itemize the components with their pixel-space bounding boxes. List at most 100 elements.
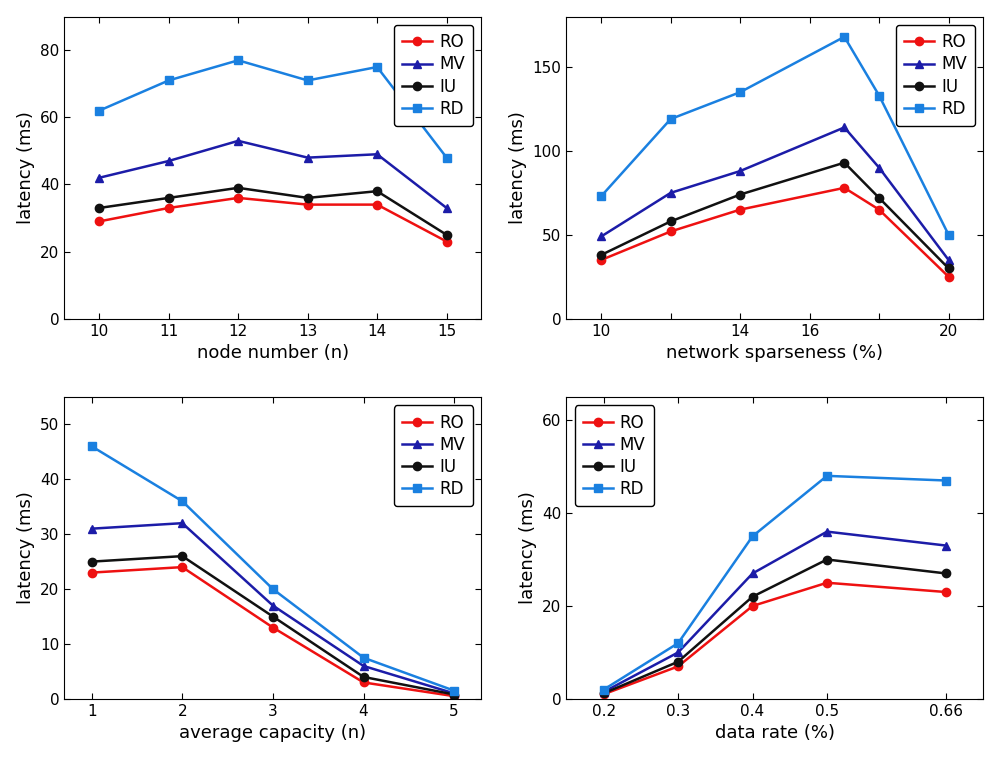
RD [665, 115, 677, 124]
MV [838, 123, 850, 132]
Legend: RO, MV, IU, RD: RO, MV, IU, RD [575, 405, 654, 506]
RO [302, 200, 314, 209]
IU [163, 194, 175, 203]
MV [821, 527, 833, 536]
RD [734, 87, 746, 96]
RO [598, 690, 610, 699]
IU [821, 555, 833, 564]
IU [176, 552, 188, 561]
IU [665, 217, 677, 226]
MV [734, 166, 746, 175]
IU [940, 569, 952, 578]
IU [734, 190, 746, 199]
RD [595, 192, 607, 201]
MV [873, 163, 885, 172]
RO [267, 623, 279, 632]
RD [441, 153, 453, 162]
IU [86, 557, 98, 566]
X-axis label: average capacity (n): average capacity (n) [179, 724, 366, 742]
IU [595, 250, 607, 260]
Line: MV: MV [95, 137, 451, 212]
RO [873, 205, 885, 214]
MV [302, 153, 314, 162]
IU [232, 183, 244, 192]
IU [358, 672, 370, 682]
Y-axis label: latency (ms): latency (ms) [509, 112, 527, 224]
X-axis label: network sparseness (%): network sparseness (%) [666, 344, 883, 362]
Line: RD: RD [95, 56, 451, 162]
Line: RO: RO [599, 578, 950, 698]
MV [665, 188, 677, 197]
RO [163, 203, 175, 213]
RO [358, 678, 370, 687]
Line: RO: RO [95, 194, 451, 246]
Line: RD: RD [597, 33, 953, 239]
RO [448, 691, 460, 701]
MV [448, 689, 460, 698]
Y-axis label: latency (ms): latency (ms) [17, 112, 35, 224]
RD [598, 685, 610, 694]
IU [943, 264, 955, 273]
MV [940, 541, 952, 550]
Line: IU: IU [597, 159, 953, 272]
RO [93, 217, 105, 226]
MV [595, 232, 607, 241]
Line: IU: IU [95, 184, 451, 239]
RD [302, 76, 314, 85]
RO [838, 183, 850, 192]
RO [672, 662, 684, 671]
MV [441, 203, 453, 213]
IU [598, 688, 610, 698]
MV [86, 524, 98, 534]
MV [267, 601, 279, 610]
IU [302, 194, 314, 203]
RO [441, 237, 453, 246]
MV [672, 648, 684, 657]
Line: MV: MV [87, 519, 458, 698]
RD [943, 230, 955, 239]
MV [176, 518, 188, 528]
Line: RD: RD [87, 442, 458, 694]
X-axis label: node number (n): node number (n) [197, 344, 349, 362]
IU [93, 203, 105, 213]
MV [943, 256, 955, 265]
Legend: RO, MV, IU, RD: RO, MV, IU, RD [394, 405, 473, 506]
RD [86, 442, 98, 451]
RO [821, 578, 833, 587]
IU [838, 158, 850, 167]
Line: MV: MV [597, 123, 953, 264]
Line: RO: RO [597, 184, 953, 281]
MV [371, 150, 383, 159]
MV [232, 137, 244, 146]
IU [873, 194, 885, 203]
RO [734, 205, 746, 214]
RD [672, 638, 684, 647]
MV [747, 569, 759, 578]
Y-axis label: latency (ms): latency (ms) [519, 491, 537, 604]
RO [371, 200, 383, 209]
MV [93, 173, 105, 182]
IU [747, 592, 759, 601]
RO [747, 601, 759, 610]
RO [943, 272, 955, 282]
Legend: RO, MV, IU, RD: RO, MV, IU, RD [896, 25, 975, 126]
RD [371, 62, 383, 71]
Line: IU: IU [599, 556, 950, 698]
IU [672, 657, 684, 666]
RO [232, 194, 244, 203]
RD [821, 471, 833, 480]
RO [665, 227, 677, 236]
RD [93, 106, 105, 115]
Legend: RO, MV, IU, RD: RO, MV, IU, RD [394, 25, 473, 126]
Line: RO: RO [87, 563, 458, 701]
RD [747, 532, 759, 541]
MV [598, 688, 610, 697]
MV [358, 661, 370, 670]
RD [163, 76, 175, 85]
RD [448, 686, 460, 695]
IU [448, 690, 460, 699]
RD [176, 496, 188, 505]
RD [267, 584, 279, 594]
RO [940, 587, 952, 597]
RD [838, 32, 850, 41]
